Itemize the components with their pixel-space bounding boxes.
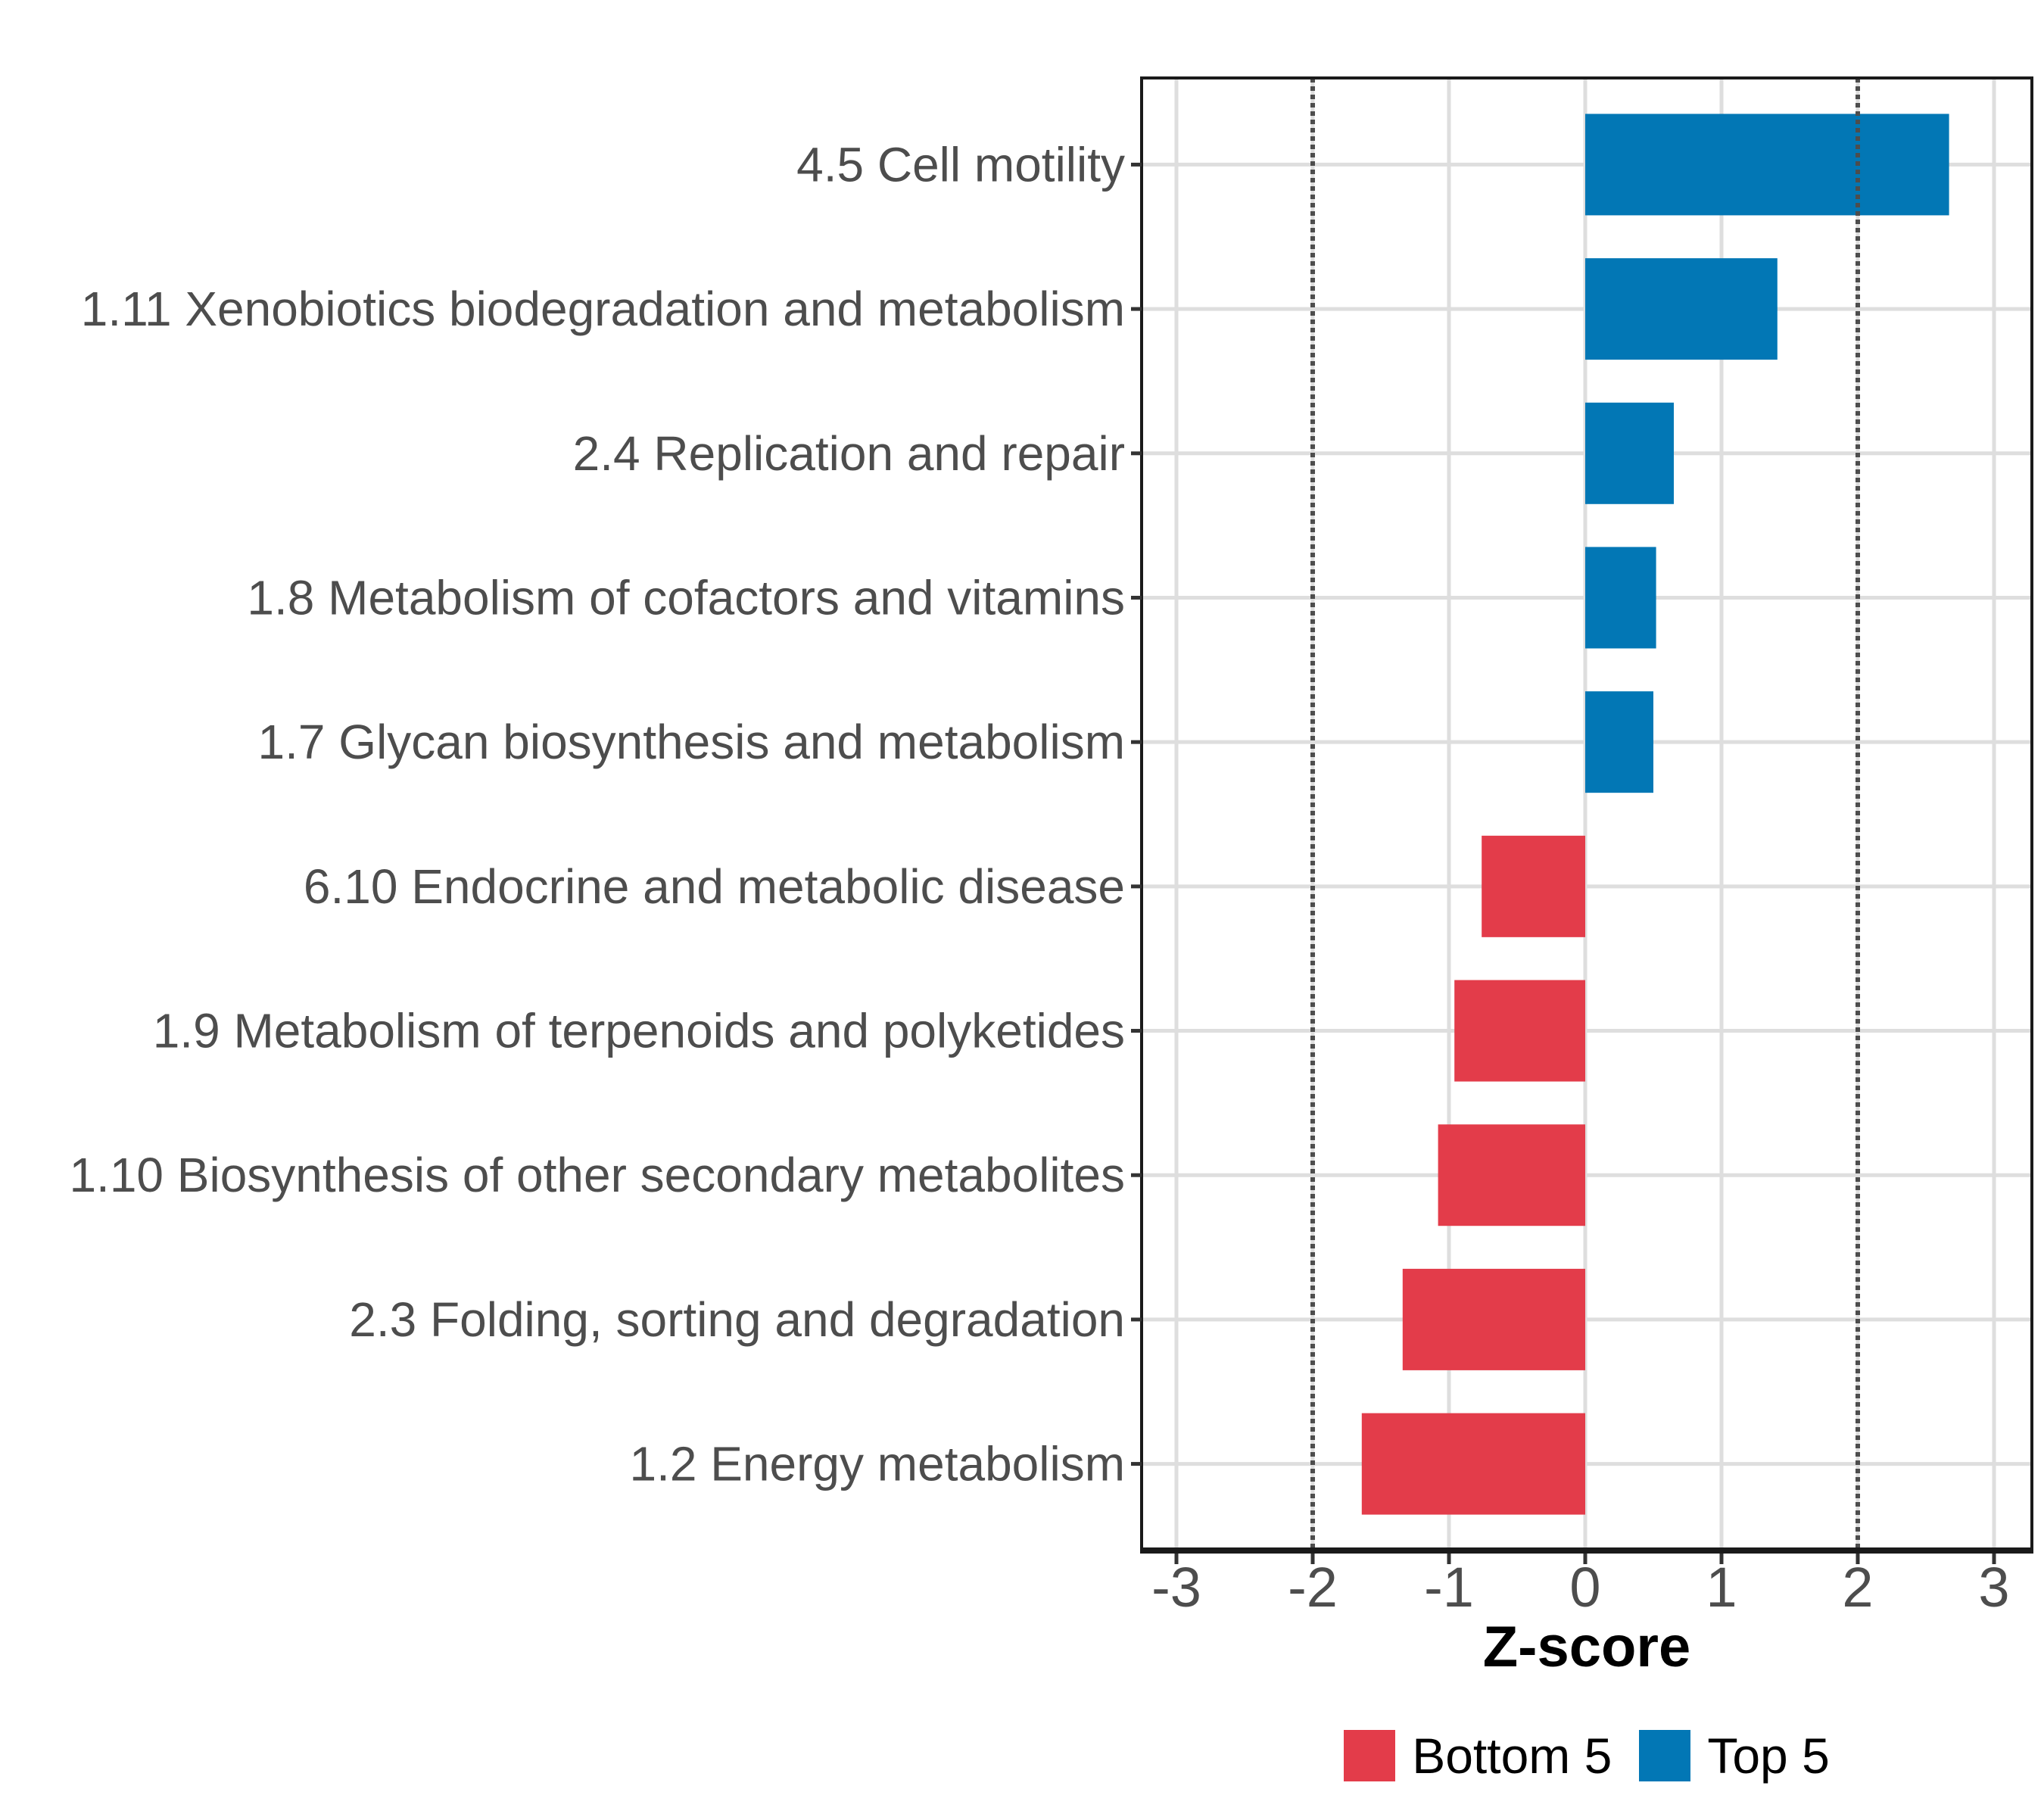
bar	[1585, 691, 1653, 793]
bar	[1482, 835, 1585, 937]
bars	[1361, 114, 1949, 1515]
legend-swatch-top5	[1639, 1730, 1691, 1781]
x-tick-label: 0	[1569, 1556, 1600, 1619]
y-axis-label: 1.8 Metabolism of cofactors and vitamins	[247, 570, 1125, 625]
x-tick-labels: -3 -2 -1 0 1 2 3	[1151, 1556, 2009, 1619]
legend: Bottom 5 Top 5	[1104, 1728, 2044, 1783]
legend-label-bottom5: Bottom 5	[1412, 1728, 1612, 1784]
bar	[1438, 1124, 1585, 1226]
x-tick-label: 2	[1842, 1556, 1873, 1619]
legend-swatch-bottom5	[1344, 1730, 1396, 1781]
bar	[1454, 980, 1585, 1082]
reference-lines	[1310, 78, 1860, 1551]
y-axis-label: 4.5 Cell motility	[796, 137, 1125, 192]
legend-label-top5: Top 5	[1707, 1728, 1830, 1784]
legend-item-top5: Top 5	[1639, 1728, 1830, 1784]
y-axis-label: 1.11 Xenobiotics biodegradation and meta…	[81, 282, 1125, 336]
x-tick-label: 3	[1978, 1556, 2009, 1619]
y-axis-label: 1.9 Metabolism of terpenoids and polyket…	[153, 1004, 1125, 1058]
bar	[1585, 402, 1674, 504]
x-tick-label: 1	[1706, 1556, 1737, 1619]
y-axis-label: 1.7 Glycan biosynthesis and metabolism	[258, 715, 1125, 769]
bar	[1585, 114, 1949, 216]
y-axis-label: 1.2 Energy metabolism	[629, 1437, 1125, 1491]
legend-item-bottom5: Bottom 5	[1344, 1730, 1612, 1781]
panel-border	[1140, 76, 2033, 1554]
bar	[1402, 1268, 1585, 1370]
y-axis-label: 2.4 Replication and repair	[573, 426, 1125, 481]
x-axis-title: Z-score	[1482, 1615, 1691, 1679]
x-tick-label: -3	[1151, 1556, 1201, 1619]
x-tick-label: -2	[1288, 1556, 1338, 1619]
y-axis-label: 2.3 Folding, sorting and degradation	[349, 1292, 1125, 1347]
bar	[1585, 547, 1656, 649]
bar	[1361, 1413, 1585, 1515]
axis-ticks	[1131, 162, 1996, 1564]
x-tick-label: -1	[1424, 1556, 1474, 1619]
bar	[1585, 258, 1778, 360]
y-axis-labels: 4.5 Cell motility 1.11 Xenobiotics biodeg…	[69, 137, 1125, 1491]
y-axis-label: 1.10 Biosynthesis of other secondary met…	[69, 1148, 1125, 1202]
y-axis-label: 6.10 Endocrine and metabolic disease	[304, 859, 1125, 914]
